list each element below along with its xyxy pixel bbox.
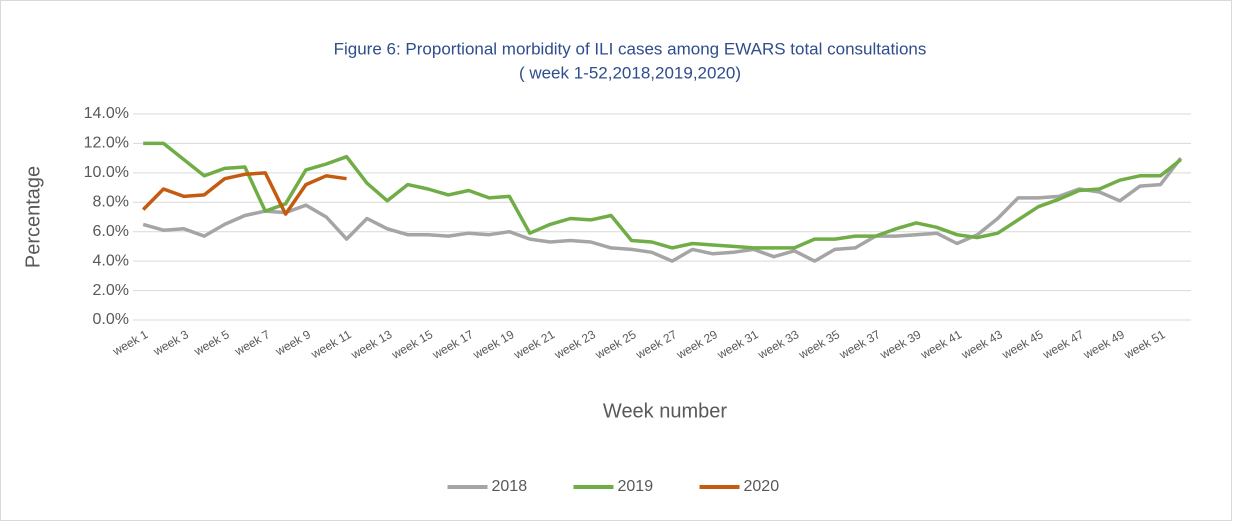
- legend-label: 2020: [744, 478, 780, 495]
- legend-label: 2019: [618, 478, 654, 495]
- y-tick-label: 12.0%: [84, 135, 129, 152]
- chart-subtitle: ( week 1-52,2018,2019,2020): [519, 63, 741, 82]
- y-tick-label: 0.0%: [93, 311, 129, 328]
- series-line: [141, 171, 347, 216]
- legend-label: 2018: [492, 478, 528, 495]
- y-tick-label: 2.0%: [93, 282, 129, 299]
- y-tick-label: 6.0%: [93, 223, 129, 240]
- series-line: [142, 157, 1183, 263]
- y-tick-label: 4.0%: [93, 252, 129, 269]
- y-axis-title: Percentage: [22, 166, 44, 268]
- y-tick-label: 10.0%: [84, 164, 129, 181]
- x-axis-title: Week number: [603, 400, 727, 422]
- chart-title: Figure 6: Proportional morbidity of ILI …: [334, 39, 927, 58]
- y-tick-label: 8.0%: [93, 194, 129, 211]
- series-line: [143, 141, 1182, 250]
- y-tick-label: 14.0%: [84, 105, 129, 122]
